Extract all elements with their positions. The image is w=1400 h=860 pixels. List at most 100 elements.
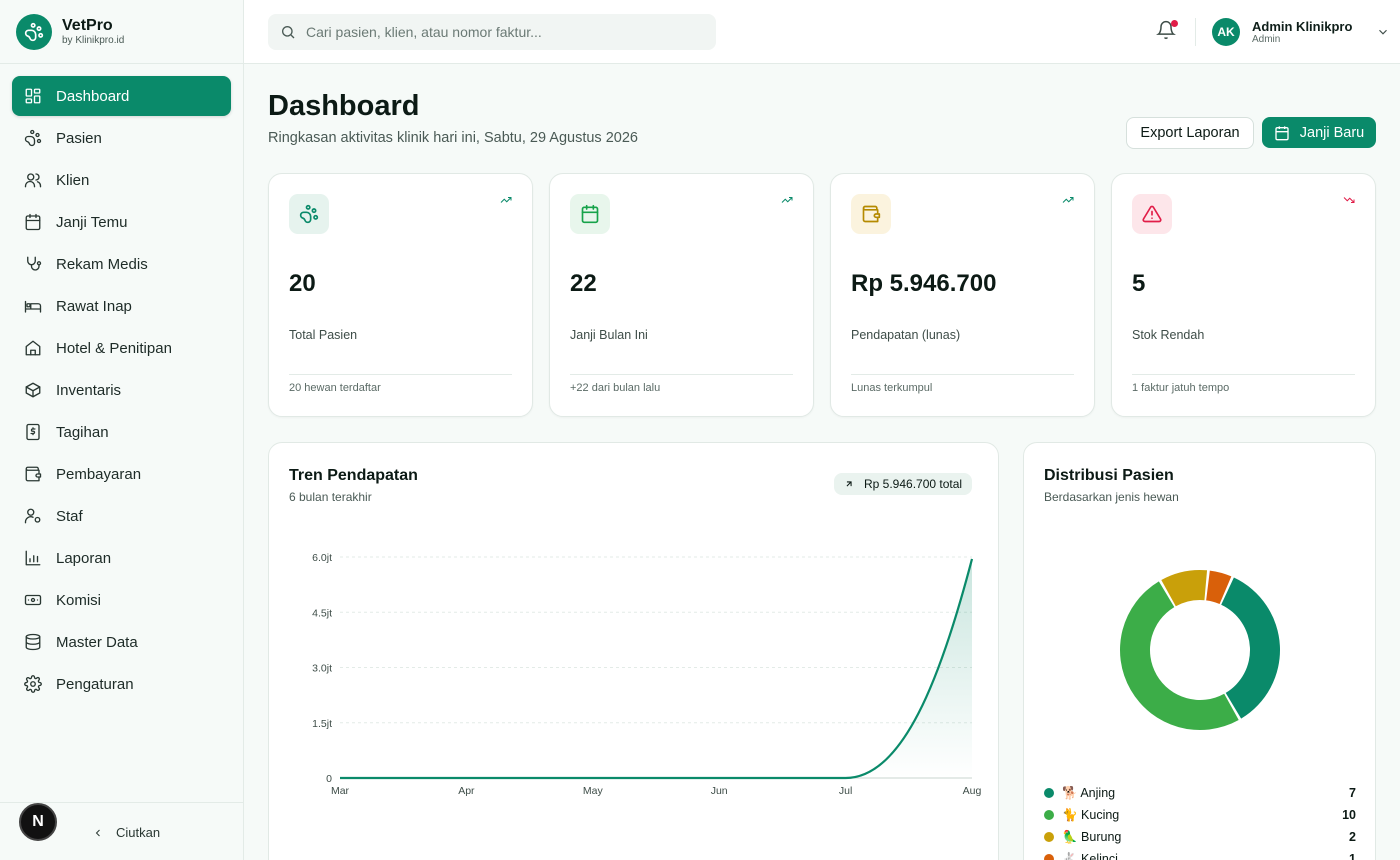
sidebar-item-label: Komisi — [56, 591, 102, 609]
sidebar-item-label: Staf — [56, 507, 83, 525]
stat-label: Pendapatan (lunas) — [851, 328, 961, 342]
trending-up-icon — [500, 197, 512, 203]
notification-button[interactable] — [1156, 20, 1178, 42]
stat-label: Total Pasien — [289, 328, 358, 342]
sidebar-item-inventaris[interactable]: Inventaris — [12, 370, 231, 410]
sidebar-item-master-data[interactable]: Master Data — [12, 622, 231, 662]
donut-slice-kucing[interactable] — [1120, 581, 1239, 730]
sidebar-item-dashboard[interactable]: Dashboard — [12, 76, 231, 116]
arrow-up-right-icon — [846, 481, 852, 487]
stat-card-low-stock[interactable]: 5 Stok Rendah 1 faktur jatuh tempo — [1111, 173, 1376, 417]
sidebar-item-rawat-inap[interactable]: Rawat Inap — [12, 286, 231, 326]
dashboard-icon — [25, 88, 41, 104]
trending-up-icon — [781, 197, 793, 203]
stat-icon-box — [289, 194, 329, 234]
user-cog-icon — [24, 508, 41, 524]
dev-badge[interactable]: N — [19, 803, 57, 841]
sidebar-item-label: Pembayaran — [56, 465, 142, 483]
user-role: Admin — [1252, 34, 1281, 45]
export-report-button[interactable]: Export Laporan — [1126, 117, 1254, 149]
sidebar-item-janji-temu[interactable]: Janji Temu — [12, 202, 231, 242]
sidebar-item-label: Dashboard — [56, 87, 130, 105]
stat-footer: Lunas terkumpul — [851, 382, 933, 394]
wallet-icon — [862, 205, 881, 223]
sidebar-nav: Dashboard Pasien Klien Janji Temu Rekam Medi… — [0, 64, 243, 704]
y-tick-label: 3.0jt — [312, 663, 332, 675]
paw-icon — [299, 204, 319, 224]
bar-chart-icon — [25, 550, 41, 566]
chevron-left-icon — [95, 829, 100, 836]
divider — [1132, 374, 1355, 375]
y-tick-label: 6.0jt — [312, 552, 332, 564]
x-tick-label: Jun — [711, 785, 728, 797]
notification-dot — [1171, 20, 1178, 27]
brand: VetPro by Klinikpro.id — [0, 0, 243, 64]
legend-dot — [1044, 788, 1054, 798]
sidebar-item-label: Tagihan — [56, 423, 109, 441]
wallet-icon — [25, 466, 42, 482]
donut-slice-kelinci[interactable] — [1206, 570, 1232, 604]
legend-count: 2 — [1349, 830, 1356, 844]
sidebar-item-klien[interactable]: Klien — [12, 160, 231, 200]
revenue-area — [340, 558, 972, 778]
distribution-card-title: Distribusi Pasien — [1044, 467, 1174, 484]
user-menu[interactable]: AK Admin Klinikpro Admin — [1212, 18, 1390, 46]
sidebar-item-komisi[interactable]: Komisi — [12, 580, 231, 620]
legend-dot — [1044, 854, 1054, 860]
revenue-chart: 0 1.5jt 3.0jt 4.5jt 6.0jt Mar Apr May Jun Jul Aug — [312, 552, 982, 797]
sidebar-item-tagihan[interactable]: Tagihan — [12, 412, 231, 452]
legend-dot — [1044, 832, 1054, 842]
sidebar-item-laporan[interactable]: Laporan — [12, 538, 231, 578]
sidebar-item-label: Rawat Inap — [56, 297, 132, 315]
legend-count: 10 — [1342, 808, 1356, 822]
chevron-down-icon — [1379, 29, 1388, 35]
patient-distribution-card: Distribusi Pasien Berdasarkan jenis hewa… — [1023, 442, 1376, 860]
stat-card-total-patients[interactable]: 20 Total Pasien 20 hewan terdaftar — [268, 173, 533, 417]
stat-footer: 20 hewan terdaftar — [289, 382, 381, 394]
stat-card-appointments-month[interactable]: 22 Janji Bulan Ini +22 dari bulan lalu — [549, 173, 814, 417]
avatar: AK — [1212, 18, 1240, 46]
legend-dot — [1044, 810, 1054, 820]
sidebar-item-pembayaran[interactable]: Pembayaran — [12, 454, 231, 494]
new-appointment-label: Janji Baru — [1299, 124, 1365, 141]
legend-count: 7 — [1349, 786, 1356, 800]
divider — [570, 374, 793, 375]
legend-item-kucing: 🐈 Kucing 10 — [1044, 805, 1356, 825]
search-icon — [282, 26, 295, 39]
paw-icon — [24, 129, 42, 147]
divider — [1195, 18, 1196, 46]
x-tick-label: Jul — [839, 785, 852, 797]
donut-slice-anjing[interactable] — [1221, 577, 1280, 719]
collapse-button[interactable]: Ciutkan — [92, 825, 160, 840]
new-appointment-button[interactable]: Janji Baru — [1262, 117, 1376, 148]
x-tick-label: Aug — [963, 785, 982, 797]
sidebar-item-label: Janji Temu — [56, 213, 128, 231]
trending-down-icon — [1343, 197, 1355, 203]
search-input[interactable] — [306, 24, 706, 40]
package-icon — [25, 382, 41, 398]
x-tick-label: Apr — [458, 785, 475, 797]
sidebar-item-pasien[interactable]: Pasien — [12, 118, 231, 158]
stat-card-revenue-paid[interactable]: Rp 5.946.700 Pendapatan (lunas) Lunas terk… — [830, 173, 1095, 417]
calendar-icon — [25, 213, 41, 231]
legend-label: 🐇 Kelinci — [1062, 851, 1118, 860]
sidebar-item-label: Master Data — [56, 633, 138, 651]
revenue-total: Rp 5.946.700 total — [864, 477, 963, 491]
donut-slice-burung[interactable] — [1161, 570, 1208, 607]
sidebar-item-rekam-medis[interactable]: Rekam Medis — [12, 244, 231, 284]
sidebar-item-label: Hotel & Penitipan — [56, 339, 172, 357]
database-icon — [25, 633, 41, 651]
sidebar-item-staf[interactable]: Staf — [12, 496, 231, 536]
sidebar-item-pengaturan[interactable]: Pengaturan — [12, 664, 231, 704]
legend-item-kelinci: 🐇 Kelinci 1 — [1044, 849, 1356, 860]
stat-icon-box — [570, 194, 610, 234]
sidebar-item-label: Pengaturan — [56, 675, 134, 693]
users-icon — [24, 173, 42, 188]
gear-icon — [24, 675, 42, 693]
sidebar-item-hotel-penitipan[interactable]: Hotel & Penitipan — [12, 328, 231, 368]
banknote-icon — [24, 594, 42, 606]
sidebar-item-label: Laporan — [56, 549, 112, 567]
topbar: AK Admin Klinikpro Admin — [244, 0, 1400, 64]
sidebar-footer: N Ciutkan — [0, 802, 243, 860]
revenue-line — [340, 558, 974, 780]
